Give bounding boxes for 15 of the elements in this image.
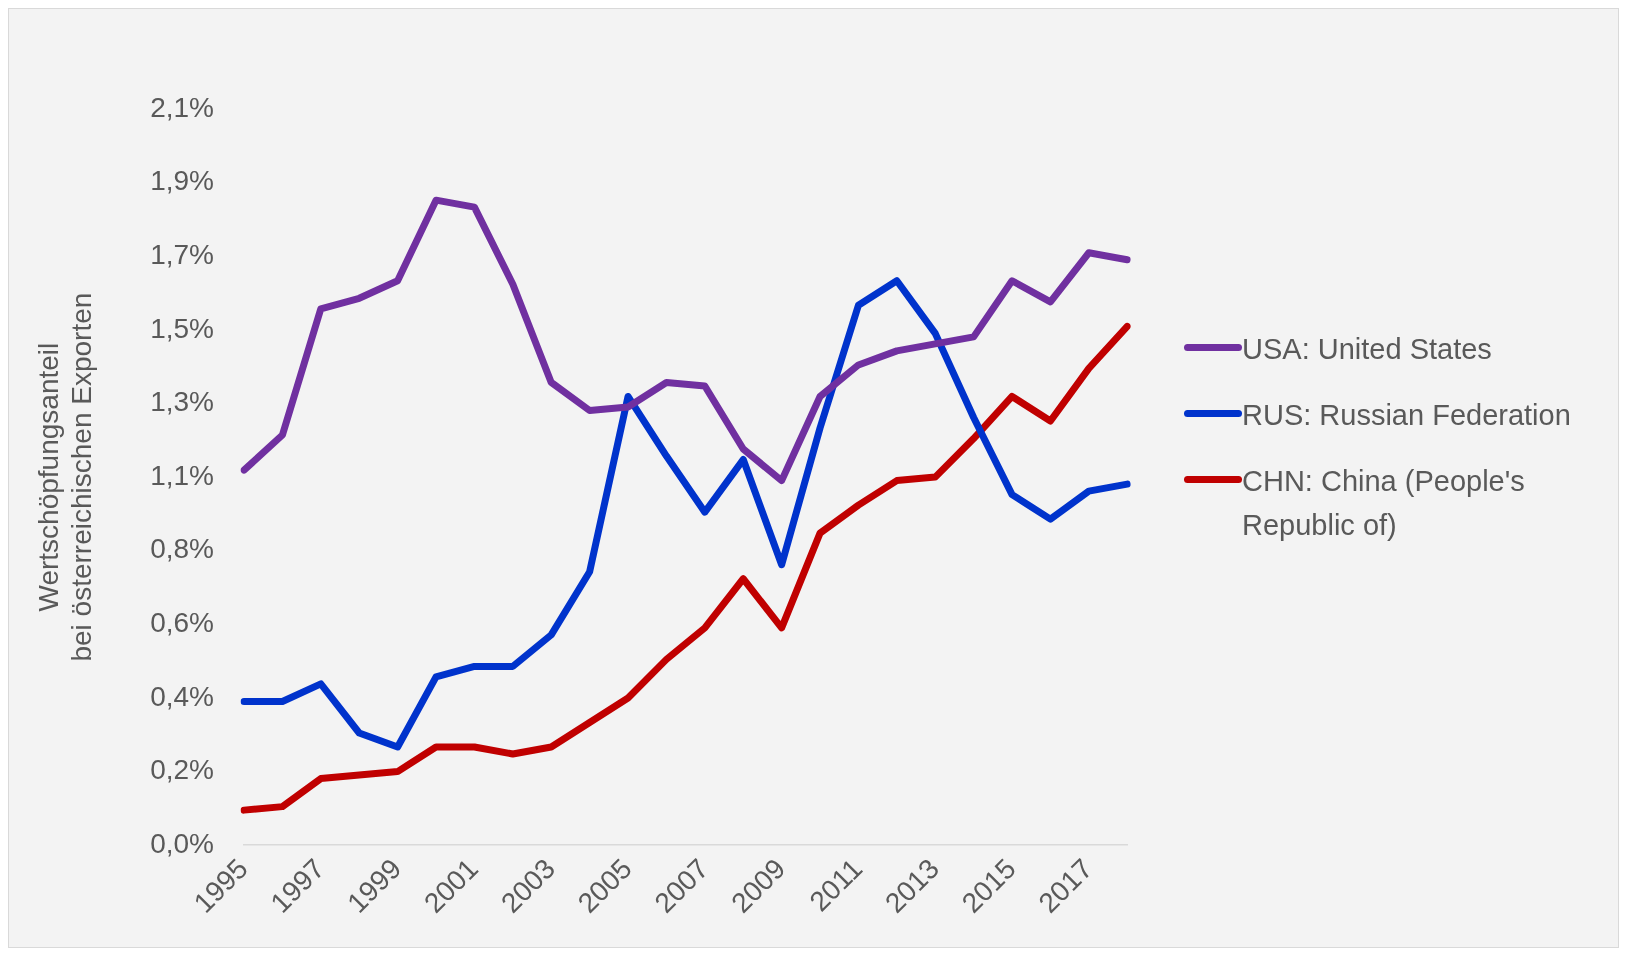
y-tick-label: 1,1% [150, 459, 215, 491]
y-tick-label: 1,9% [150, 165, 215, 197]
legend-label: USA: United States [1242, 332, 1493, 367]
y-tick-label: 0,4% [150, 680, 215, 712]
y-tick-label: 1,3% [150, 386, 215, 418]
y-tick-label: 0,8% [150, 533, 215, 565]
y-axis-title: Wertschöpfungsanteil bei österreichischen Exporten [32, 292, 98, 662]
legend-label: CHN: China (People's Republic of) [1242, 464, 1526, 543]
y-tick-label: 1,5% [150, 312, 215, 344]
y-tick-label: 2,1% [150, 91, 215, 123]
y-tick-label: 1,7% [150, 238, 215, 270]
y-tick-label: 0,0% [150, 827, 215, 859]
y-tick-label: 0,6% [150, 607, 215, 639]
y-tick-label: 0,2% [150, 754, 215, 786]
legend-label: RUS: Russian Federation [1242, 398, 1572, 433]
